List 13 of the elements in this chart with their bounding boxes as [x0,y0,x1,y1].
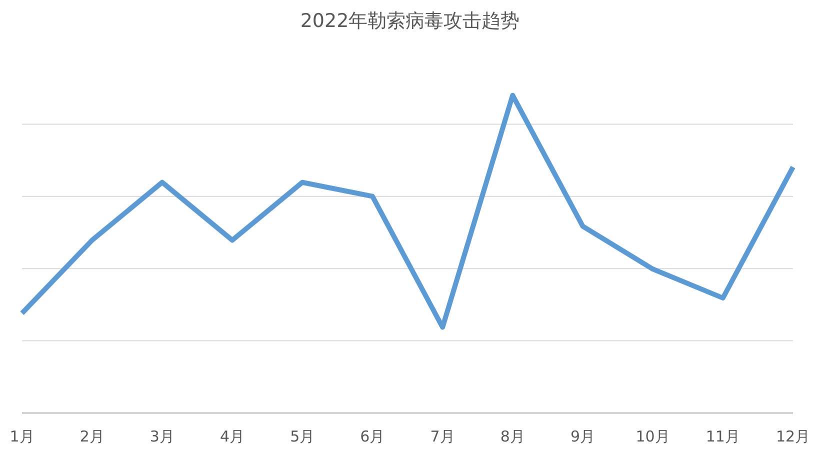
x-tick-label: 2月 [80,428,104,446]
x-tick-label: 10月 [636,428,670,446]
x-tick-label: 1月 [10,428,34,446]
x-tick-label: 3月 [150,428,174,446]
x-tick-label: 7月 [430,428,455,446]
x-tick-label: 8月 [500,428,525,446]
x-tick-label: 5月 [290,428,315,446]
chart-title: 2022年勒索病毒攻击趋势 [299,9,521,34]
x-tick-label: 6月 [360,428,385,446]
x-tick-label: 9月 [570,428,595,446]
x-tick-label: 4月 [220,428,245,446]
x-tick-label: 12月 [776,428,810,446]
x-tick-label: 11月 [706,428,740,446]
